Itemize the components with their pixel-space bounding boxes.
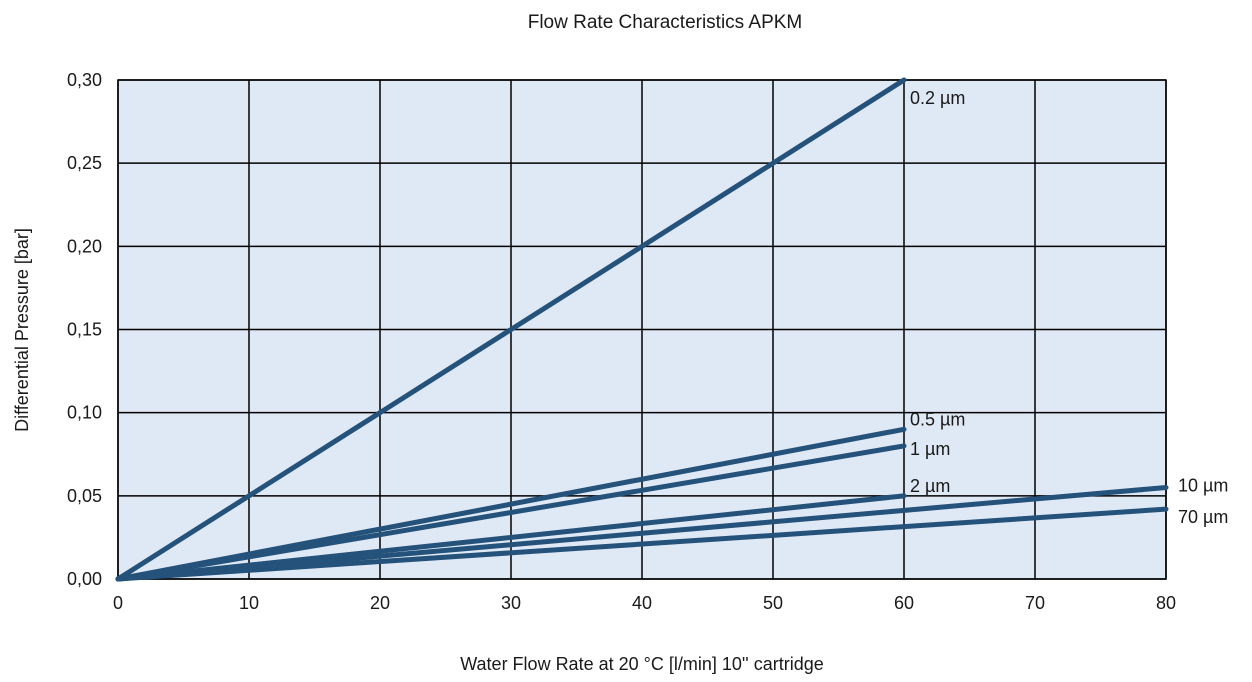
series-line: [115, 443, 907, 582]
x-tick-label: 70: [1025, 593, 1045, 613]
chart-title: Flow Rate Characteristics APKM: [528, 12, 803, 33]
series-line: [115, 485, 1169, 582]
y-tick-label: 0,10: [67, 403, 102, 423]
y-tick-label: 0,00: [67, 569, 102, 589]
x-axis-label: Water Flow Rate at 20 °C [l/min] 10'' ca…: [460, 654, 824, 674]
series-line: [115, 426, 907, 582]
y-tick-label: 0,25: [67, 153, 102, 173]
series-label: 0.5 µm: [910, 409, 965, 429]
y-tick-label: 0,05: [67, 486, 102, 506]
series-label: 2 µm: [910, 476, 950, 496]
x-tick-label: 60: [894, 593, 914, 613]
y-tick-label: 0,15: [67, 320, 102, 340]
x-tick-label: 80: [1156, 593, 1176, 613]
y-tick-label: 0,20: [67, 236, 102, 256]
x-tick-label: 40: [632, 593, 652, 613]
x-tick-label: 10: [239, 593, 259, 613]
series-label: 70 µm: [1178, 507, 1228, 527]
y-axis-label: Differential Pressure [bar]: [12, 228, 32, 432]
x-tick-label: 30: [501, 593, 521, 613]
y-tick-label: 0,30: [67, 70, 102, 90]
series-line: [115, 506, 1169, 582]
plot-border: [117, 79, 1167, 580]
x-tick-label: 20: [370, 593, 390, 613]
x-tick-label: 0: [113, 593, 123, 613]
x-tick-label: 50: [763, 593, 783, 613]
series-label: 0.2 µm: [910, 88, 965, 108]
series-line: [115, 77, 907, 582]
series-label: 1 µm: [910, 439, 950, 459]
series-label: 10 µm: [1178, 476, 1228, 496]
